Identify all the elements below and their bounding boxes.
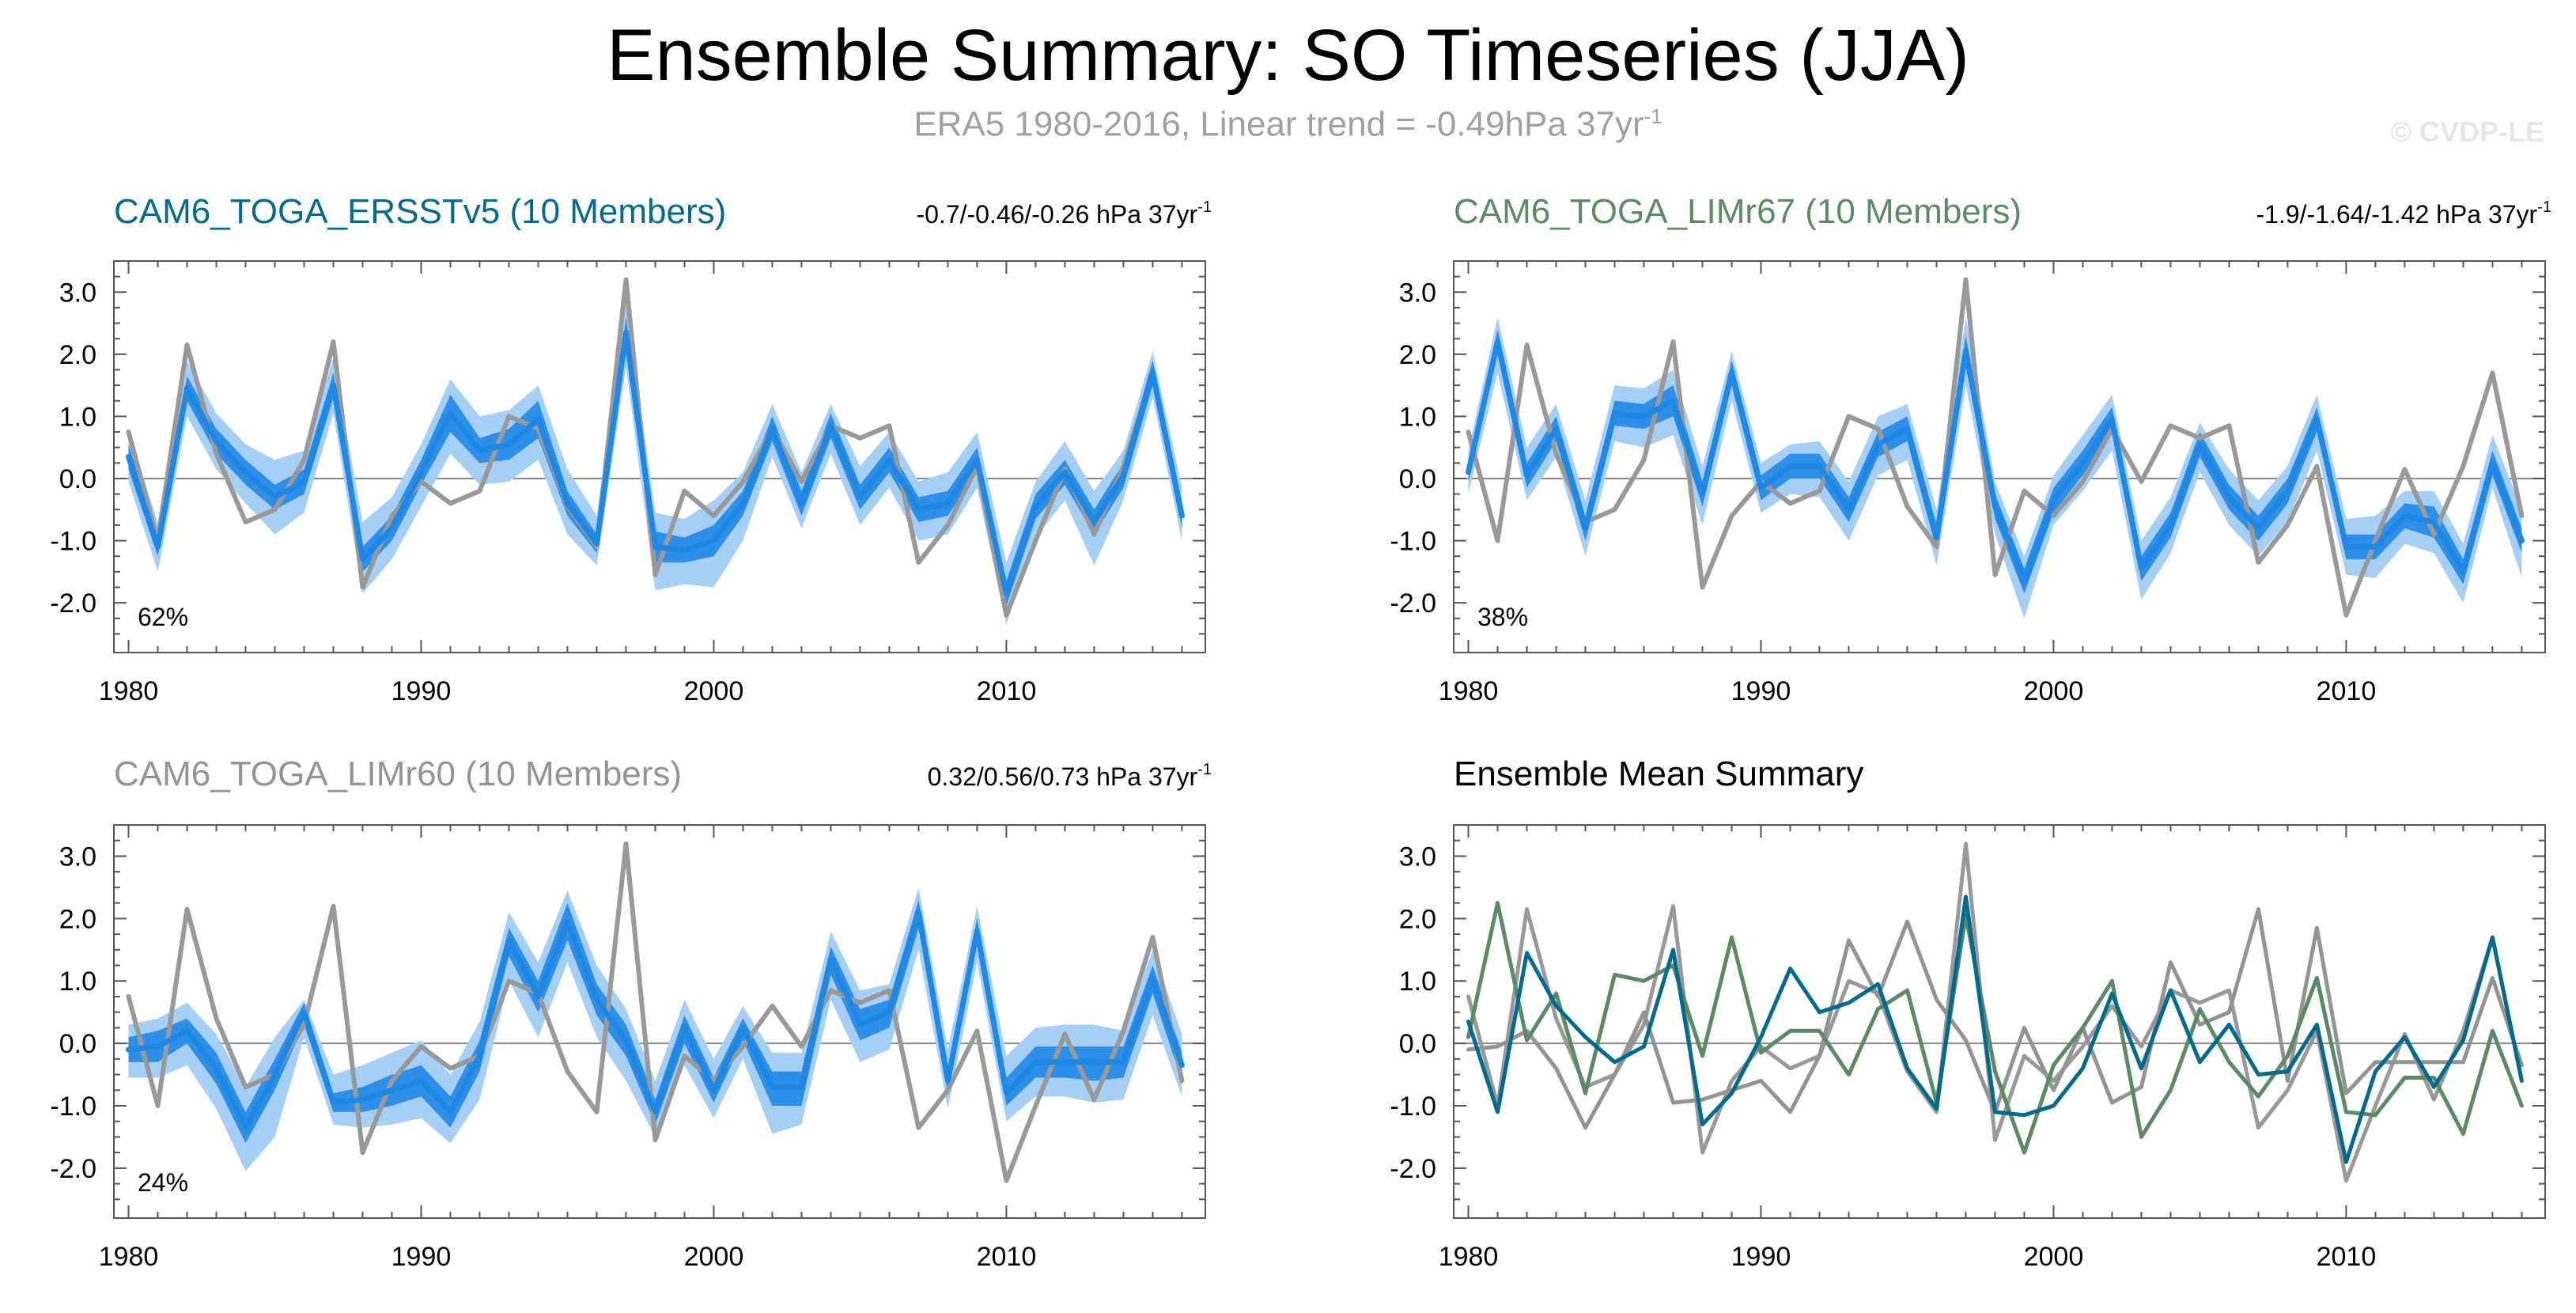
- x-tick-label: 2010: [2317, 676, 2377, 706]
- plot-frame: [1453, 824, 2546, 1219]
- x-tick-label: 1990: [392, 676, 452, 706]
- plot-frame: [113, 824, 1206, 1219]
- x-tick-label: 1980: [99, 676, 159, 706]
- y-tick-label: -1.0: [50, 527, 96, 557]
- y-tick-label: -2.0: [1390, 1154, 1436, 1184]
- percent-label: 38%: [1477, 603, 1528, 631]
- y-tick-label: 3.0: [1399, 278, 1436, 308]
- page-subtitle: ERA5 1980-2016, Linear trend = -0.49hPa …: [0, 104, 2576, 145]
- ensemble-mean-line: [1466, 339, 2525, 585]
- y-tick-label: -2.0: [1390, 588, 1436, 619]
- panel-title: CAM6_TOGA_ERSSTv5 (10 Members): [114, 192, 726, 231]
- panel-title: CAM6_TOGA_LIMr60 (10 Members): [114, 755, 682, 793]
- y-tick-label: 2.0: [59, 904, 96, 934]
- ensemble-mean-line: [126, 909, 1185, 1131]
- y-tick-label: -1.0: [1390, 527, 1436, 557]
- plot-frame: [113, 260, 1206, 653]
- y-tick-label: 3.0: [1399, 842, 1436, 872]
- y-tick-label: 2.0: [59, 340, 96, 370]
- panel-title: Ensemble Mean Summary: [1454, 755, 1863, 793]
- x-tick-label: 1980: [1439, 676, 1499, 706]
- percent-label: 24%: [138, 1168, 188, 1197]
- trend-label: -0.7/-0.46/-0.26 hPa 37yr-1: [916, 199, 1212, 229]
- era5-line: [126, 277, 1185, 618]
- series-line-cam6-toga-ersstv5: [1466, 895, 2524, 1164]
- y-tick-label: 1.0: [1399, 967, 1436, 997]
- trend-text: 0.32/0.56/0.73 hPa 37yr: [928, 762, 1198, 791]
- x-tick-label: 1990: [1731, 676, 1791, 706]
- y-tick-label: 3.0: [59, 278, 96, 308]
- y-tick-label: -1.0: [50, 1092, 96, 1122]
- x-tick-label: 1990: [1731, 1242, 1791, 1272]
- y-tick-label: -2.0: [50, 1154, 96, 1184]
- y-tick-label: 0.0: [1399, 1029, 1436, 1059]
- chart-panel-1: CAM6_TOGA_ERSSTv5 (10 Members) -0.7/-0.46…: [50, 192, 1212, 706]
- series-line-era5: [1466, 842, 2524, 1183]
- trend-label: -1.9/-1.64/-1.42 hPa 37yr-1: [2256, 199, 2551, 229]
- y-tick-label: 1.0: [59, 402, 96, 432]
- trend-superscript: -1: [1197, 199, 1212, 216]
- spread-band-inner: [128, 316, 1182, 607]
- x-tick-label: 2010: [2317, 1242, 2377, 1272]
- x-tick-label: 2000: [2024, 676, 2084, 706]
- watermark: © CVDP-LE: [2390, 115, 2544, 148]
- panel-title: CAM6_TOGA_LIMr67 (10 Members): [1454, 192, 2022, 231]
- y-tick-label: 1.0: [1399, 402, 1436, 432]
- x-tick-label: 2000: [2024, 1242, 2084, 1272]
- era5-line: [1466, 277, 2525, 618]
- y-tick-label: -2.0: [50, 588, 96, 619]
- y-tick-label: -1.0: [1390, 1092, 1436, 1122]
- x-tick-label: 2000: [684, 676, 744, 706]
- y-tick-label: 2.0: [1399, 904, 1436, 934]
- subtitle-superscript: -1: [1644, 104, 1662, 128]
- y-tick-label: 0.0: [59, 1029, 96, 1059]
- y-tick-label: 0.0: [59, 464, 96, 494]
- x-tick-label: 2010: [977, 1242, 1037, 1272]
- trend-superscript: -1: [2537, 199, 2551, 216]
- trend-text: -1.9/-1.64/-1.42 hPa 37yr: [2256, 200, 2537, 229]
- chart-panel-4: Ensemble Mean Summary 3.0 2.0 1.0 0.0 -1.0 -2.…: [1390, 755, 2546, 1272]
- x-tick-label: 2000: [684, 1242, 744, 1272]
- page-title: Ensemble Summary: SO Timeseries (JJA): [607, 15, 1969, 96]
- x-tick-label: 2010: [977, 676, 1037, 706]
- y-tick-label: 2.0: [1399, 340, 1436, 370]
- plot-frame: [1453, 260, 2546, 653]
- chart-panel-2: CAM6_TOGA_LIMr67 (10 Members) -1.9/-1.64/…: [1390, 192, 2551, 706]
- spread-band-outer: [128, 301, 1182, 625]
- series-line-cam6-toga-limr60: [1466, 907, 2524, 1130]
- series-line-cam6-toga-limr67: [1466, 901, 2524, 1155]
- y-tick-label: 3.0: [59, 842, 96, 872]
- subtitle-text: ERA5 1980-2016, Linear trend = -0.49hPa …: [914, 104, 1644, 144]
- trend-label: 0.32/0.56/0.73 hPa 37yr-1: [928, 761, 1212, 791]
- y-tick-label: 0.0: [1399, 464, 1436, 494]
- y-tick-label: 1.0: [59, 967, 96, 997]
- era5-line: [126, 841, 1185, 1183]
- spread-band-outer: [1468, 316, 2522, 619]
- trend-superscript: -1: [1197, 761, 1212, 778]
- x-tick-label: 1980: [99, 1242, 159, 1272]
- chart-panel-3: CAM6_TOGA_LIMr60 (10 Members) 0.32/0.56/0…: [50, 755, 1212, 1272]
- ensemble-mean-line: [126, 329, 1185, 596]
- x-tick-label: 1990: [392, 1242, 452, 1272]
- trend-text: -0.7/-0.46/-0.26 hPa 37yr: [916, 200, 1197, 229]
- x-tick-label: 1980: [1439, 1242, 1499, 1272]
- percent-label: 62%: [138, 603, 188, 631]
